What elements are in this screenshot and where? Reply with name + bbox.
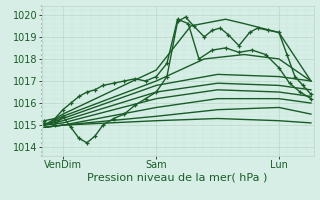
X-axis label: Pression niveau de la mer( hPa ): Pression niveau de la mer( hPa ) [87, 173, 268, 183]
